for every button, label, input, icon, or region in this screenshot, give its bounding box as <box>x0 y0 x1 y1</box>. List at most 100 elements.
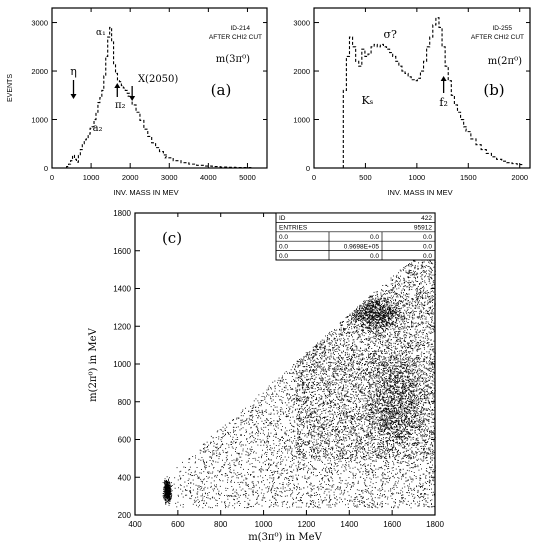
scatter-point <box>314 350 316 352</box>
scatter-point <box>312 364 314 366</box>
scatter-point <box>367 444 369 446</box>
scatter-point <box>403 300 404 302</box>
scatter-point <box>401 409 403 411</box>
scatter-point <box>400 361 402 363</box>
scatter-point <box>262 400 264 401</box>
scatter-point <box>349 450 351 452</box>
scatter-point <box>336 379 338 380</box>
scatter-point <box>211 456 213 458</box>
scatter-point <box>412 317 414 319</box>
scatter-point <box>387 340 389 342</box>
scatter-point <box>413 487 415 489</box>
scatter-point <box>368 388 370 389</box>
scatter-point <box>279 456 280 457</box>
scatter-point <box>380 416 381 418</box>
scatter-point <box>430 430 432 432</box>
scatter-point <box>416 361 418 363</box>
scatter-point <box>245 429 247 431</box>
scatter-point <box>274 493 276 495</box>
scatter-point <box>286 495 288 497</box>
scatter-point <box>362 407 364 409</box>
scatter-point <box>314 367 316 368</box>
scatter-point <box>407 420 409 422</box>
scatter-point <box>207 487 209 489</box>
scatter-point <box>427 296 429 297</box>
scatter-point <box>426 290 428 292</box>
scatter-point <box>419 272 421 274</box>
scatter-point <box>202 507 204 509</box>
scatter-point <box>411 493 413 495</box>
scatter-point <box>349 429 351 431</box>
scatter-point <box>393 407 395 409</box>
scatter-point <box>432 371 434 373</box>
scatter-point <box>340 473 342 475</box>
scatter-point <box>368 318 370 320</box>
scatter-point <box>301 497 302 499</box>
scatter-point <box>303 396 305 398</box>
scatter-point <box>295 474 297 476</box>
scatter-point <box>270 396 271 398</box>
scatter-point <box>336 454 338 456</box>
scatter-point <box>340 325 342 327</box>
scatter-point <box>290 387 291 389</box>
scatter-point <box>329 358 331 360</box>
scatter-point <box>334 504 336 506</box>
scatter-point <box>407 465 409 467</box>
scatter-point <box>326 419 328 420</box>
scatter-point <box>411 325 412 327</box>
scatter-point <box>320 342 322 344</box>
scatter-point <box>428 472 430 474</box>
scatter-point <box>228 495 229 496</box>
scatter-point <box>352 467 354 469</box>
scatter-point <box>341 466 343 468</box>
scatter-point <box>315 365 317 367</box>
scatter-point <box>288 490 290 491</box>
scatter-point <box>383 330 385 332</box>
scatter-point <box>341 398 343 399</box>
scatter-point <box>345 464 347 466</box>
scatter-point <box>272 381 274 383</box>
scatter-point <box>216 474 218 476</box>
scatter-point <box>231 479 232 481</box>
scatter-point <box>328 491 330 493</box>
scatter-point <box>409 277 411 278</box>
scatter-point <box>404 330 406 332</box>
scatter-point <box>393 464 395 466</box>
scatter-point <box>359 419 361 420</box>
scatter-point <box>416 356 418 358</box>
scatter-point <box>410 502 412 504</box>
scatter-point <box>416 305 418 307</box>
scatter-point <box>391 356 393 358</box>
scatter-point <box>188 478 190 480</box>
scatter-point <box>412 313 414 315</box>
scatter-point <box>350 401 351 403</box>
scatter-point <box>370 372 372 374</box>
scatter-point <box>312 506 314 508</box>
scatter-point <box>314 366 316 367</box>
scatter-point <box>405 472 407 474</box>
scatter-point <box>346 413 348 414</box>
scatter-point <box>350 383 352 385</box>
scatter-point <box>277 438 279 439</box>
scatter-point <box>292 416 294 418</box>
scatter-point <box>423 498 425 500</box>
scatter-point <box>431 492 433 493</box>
scatter-point <box>245 450 247 452</box>
scatter-point <box>417 293 419 295</box>
scatter-point <box>291 471 293 473</box>
scatter-point <box>401 461 403 463</box>
scatter-point <box>245 482 247 484</box>
scatter-point <box>401 422 403 424</box>
scatter-point <box>233 431 234 433</box>
scatter-point <box>358 312 360 314</box>
scatter-point <box>403 313 405 314</box>
scatter-point <box>296 399 298 401</box>
scatter-point <box>390 317 392 319</box>
scatter-point <box>419 283 420 285</box>
scatter-point <box>248 494 250 496</box>
scatter-point <box>331 486 333 488</box>
scatter-point <box>346 347 348 349</box>
scatter-point <box>418 419 420 421</box>
scatter-point <box>298 431 299 433</box>
scatter-point <box>232 442 234 444</box>
